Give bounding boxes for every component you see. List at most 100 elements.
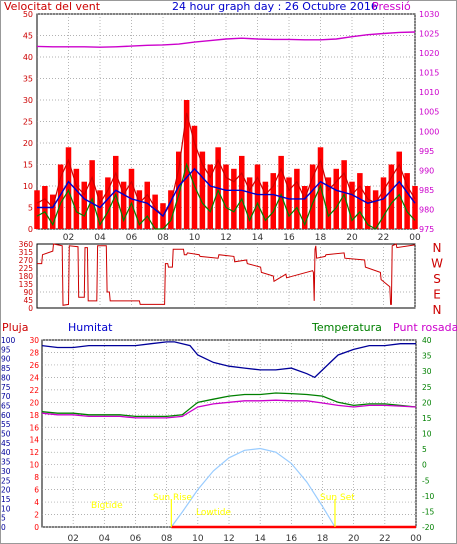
compass-label: W — [431, 257, 443, 271]
wind-tick-label: 10 — [23, 182, 33, 191]
wind-time-axis: 02 04 06 08 10 12 14 16 18 20 22 00 — [63, 233, 421, 243]
rain-tick-label: 26 — [29, 361, 39, 370]
temperature-tick-label: -15 — [422, 507, 434, 516]
humidity-tick-label: 50 — [1, 430, 11, 439]
gust-bar — [65, 147, 72, 229]
gust-bar — [73, 168, 80, 229]
wind-tick-label: 35 — [23, 75, 33, 84]
gust-bar — [57, 164, 64, 229]
direction-tick-label: 180 — [19, 272, 34, 281]
rain-tick-label: 14 — [29, 436, 39, 445]
humidity-temperature-panel: Bigtide Sun Rise Lowtide Sun Set 0 5 10 15 2… — [1, 336, 434, 544]
bigtide-label: Bigtide — [91, 501, 123, 511]
gust-bar — [136, 190, 143, 229]
humidity-tick-label: 30 — [1, 467, 11, 476]
temperature-tick-label: 5 — [422, 445, 427, 454]
rain-tick-label: 20 — [29, 398, 39, 407]
humidity-tick-label: 15 — [1, 495, 11, 504]
rain-tick-label: 4 — [34, 498, 39, 507]
direction-tick-label: 360 — [19, 240, 34, 249]
pressure-line — [36, 31, 416, 48]
gust-bar — [380, 177, 387, 229]
x-tick-label: 10 — [192, 534, 204, 544]
wind-low-line — [36, 162, 416, 230]
direction-grid — [37, 244, 416, 308]
wind-tick-label: 0 — [28, 225, 33, 234]
gust-bar — [238, 155, 245, 229]
gust-bar — [270, 173, 277, 229]
direction-tick-label: 90 — [23, 288, 33, 297]
direction-series — [37, 243, 416, 306]
humidity-time-axis: 02 04 06 08 10 12 14 16 18 20 22 00 — [67, 534, 422, 544]
dewpoint-label: Punt rosada — [393, 321, 457, 334]
chart-title: 24 hour graph day : 26 Octubre 2016 — [172, 0, 378, 13]
gust-bar — [231, 168, 237, 229]
temperature-tick-label: 30 — [422, 367, 432, 376]
x-tick-label: 04 — [94, 233, 106, 243]
x-tick-label: 14 — [254, 534, 266, 544]
direction-tick-label: 135 — [19, 280, 34, 289]
humidity-tick-label: 25 — [1, 476, 11, 485]
gust-bar — [89, 160, 95, 229]
temperature-tick-label: 25 — [422, 383, 432, 392]
x-tick-label: 10 — [189, 233, 201, 243]
wind-tick-label: 30 — [23, 96, 33, 105]
x-tick-label: 16 — [283, 233, 295, 243]
humidity-tick-label: 5 — [1, 514, 6, 523]
humidity-tick-label: 65 — [1, 401, 11, 410]
gust-bar — [152, 194, 158, 229]
rain-tick-label: 30 — [29, 336, 39, 345]
gust-bar — [262, 181, 269, 229]
pressure-tick-label: 985 — [419, 186, 434, 195]
x-tick-label: 18 — [317, 534, 329, 544]
gust-bar — [175, 151, 182, 229]
rain-tick-label: 24 — [29, 373, 39, 382]
wind-speed-axis: 0 5 10 15 20 25 30 35 40 45 50 — [23, 10, 33, 234]
dewpoint-line — [41, 399, 417, 419]
rain-tick-label: 2 — [34, 511, 39, 520]
humidity-series — [41, 341, 417, 529]
humidity-label: Humitat — [68, 321, 113, 334]
humidity-tick-label: 35 — [1, 458, 11, 467]
humidity-tick-label: 100 — [1, 336, 16, 345]
humidity-tick-label: 45 — [1, 439, 11, 448]
humidity-line — [41, 341, 416, 379]
gust-bar — [325, 177, 332, 229]
humidity-tick-label: 85 — [1, 364, 11, 373]
pressure-tick-label: 1015 — [419, 69, 439, 78]
pressure-tick-label: 1000 — [419, 127, 439, 136]
gust-bar — [333, 168, 340, 229]
rain-tick-label: 18 — [29, 411, 39, 420]
gust-bar — [246, 177, 253, 229]
gust-bar — [364, 186, 371, 229]
humidity-tick-label: 55 — [1, 420, 11, 429]
pressure-tick-label: 990 — [419, 166, 434, 175]
rain-tick-label: 12 — [29, 448, 39, 457]
x-tick-label: 12 — [223, 534, 234, 544]
gust-bar — [191, 125, 198, 229]
rain-tick-label: 0 — [34, 523, 39, 532]
x-tick-label: 02 — [63, 233, 74, 243]
compass-label: N — [433, 241, 442, 255]
temperature-tick-label: -20 — [422, 523, 434, 532]
wind-tick-label: 40 — [23, 53, 33, 62]
rain-tick-label: 28 — [29, 348, 39, 357]
direction-tick-label: 270 — [19, 256, 34, 265]
solar-line — [170, 447, 336, 528]
temperature-axis: -20 -15 -10 -5 0 5 10 15 20 25 30 35 40 — [422, 336, 434, 532]
astro-markers: Bigtide Sun Rise Lowtide Sun Set — [91, 493, 355, 518]
x-tick-label: 12 — [220, 233, 231, 243]
direction-tick-label: 45 — [23, 296, 33, 305]
pressure-tick-label: 1020 — [419, 49, 439, 58]
wind-speed-title: Velocitat del vent — [4, 0, 101, 13]
rain-tick-label: 16 — [29, 423, 39, 432]
compass-label: S — [433, 272, 441, 286]
direction-tick-label: 315 — [19, 248, 34, 257]
x-tick-label: 14 — [252, 233, 264, 243]
gust-bar — [97, 190, 103, 229]
